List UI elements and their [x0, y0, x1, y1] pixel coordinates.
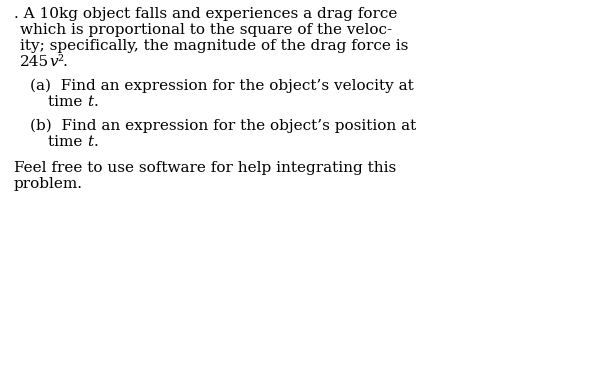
- Text: t: t: [87, 95, 93, 109]
- Text: (b)  Find an expression for the object’s position at: (b) Find an expression for the object’s …: [30, 119, 416, 133]
- Text: .: .: [93, 95, 98, 109]
- Text: ity; specifically, the magnitude of the drag force is: ity; specifically, the magnitude of the …: [20, 39, 408, 53]
- Text: ².: ².: [58, 55, 69, 69]
- Text: v: v: [49, 55, 58, 69]
- Text: 245: 245: [20, 55, 49, 69]
- Text: (a)  Find an expression for the object’s velocity at: (a) Find an expression for the object’s …: [30, 79, 414, 93]
- Text: . A 10kg object falls and experiences a drag force: . A 10kg object falls and experiences a …: [14, 7, 397, 21]
- Text: Feel free to use software for help integrating this: Feel free to use software for help integ…: [14, 161, 396, 175]
- Text: t: t: [87, 135, 93, 149]
- Text: which is proportional to the square of the veloc-: which is proportional to the square of t…: [20, 23, 392, 37]
- Text: time: time: [48, 95, 87, 109]
- Text: problem.: problem.: [14, 177, 83, 191]
- Text: time: time: [48, 135, 87, 149]
- Text: .: .: [93, 135, 98, 149]
